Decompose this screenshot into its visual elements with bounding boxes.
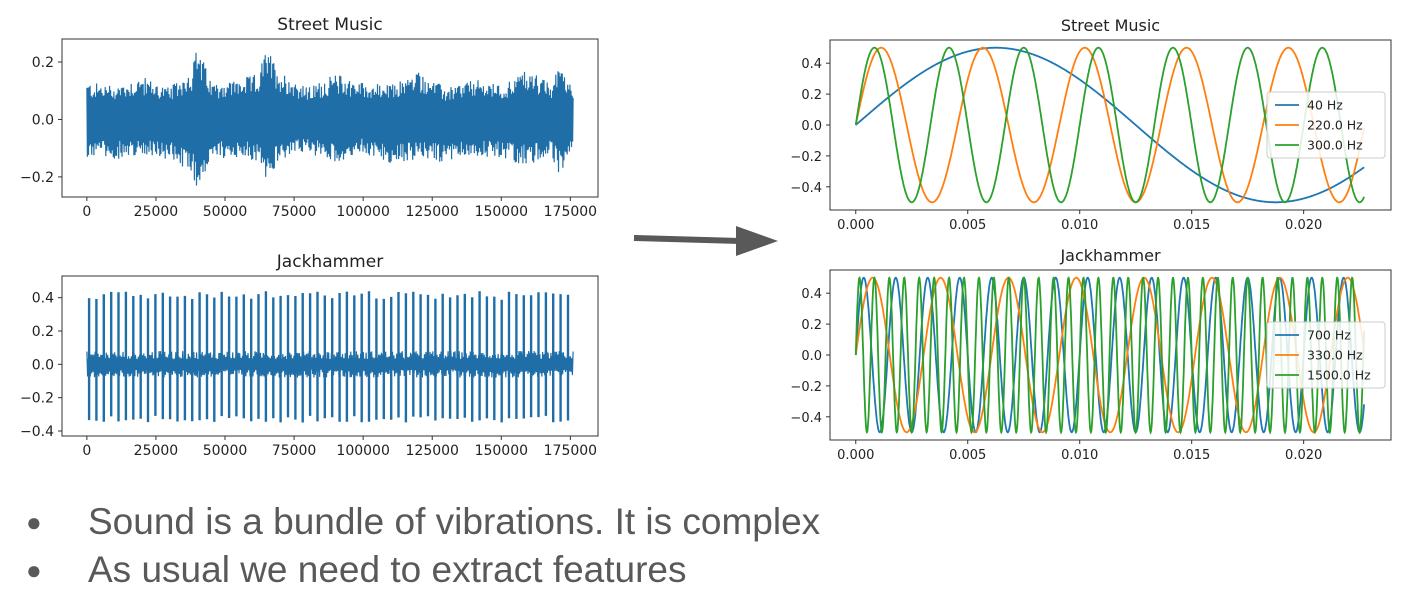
y-tick-label: 0.4 bbox=[32, 291, 54, 307]
x-tick-label: 125000 bbox=[406, 204, 459, 220]
chart-title: Jackhammer bbox=[276, 252, 383, 272]
waveform-noise bbox=[86, 350, 574, 378]
plot-frame bbox=[829, 39, 1392, 211]
chart-jackhammer-frequencies: Jackhammer 0.000 0.005 0.010 0.015 0.020 0.4 0.… bbox=[790, 246, 1392, 463]
x-tick-label: 0.015 bbox=[1173, 448, 1210, 463]
legend: 40 Hz 220.0 Hz 300.0 Hz bbox=[1266, 91, 1386, 159]
y-tick-label: −0.4 bbox=[20, 424, 54, 440]
x-tick-label: 175000 bbox=[544, 443, 597, 459]
y-tick-label: −0.2 bbox=[20, 170, 54, 186]
waveform-line bbox=[86, 52, 574, 186]
x-tick-label: 0.015 bbox=[1173, 218, 1210, 233]
bullet-list: ● Sound is a bundle of vibrations. It is… bbox=[26, 498, 820, 594]
x-tick-label: 0.010 bbox=[1061, 218, 1098, 233]
x-tick-label: 25000 bbox=[134, 443, 179, 459]
series-line bbox=[854, 46, 1365, 204]
y-tick-label: −0.4 bbox=[790, 411, 822, 426]
x-tick-label: 0.020 bbox=[1285, 448, 1322, 463]
figure-canvas: Street Music 0 25000 50000 75000 100000 125000… bbox=[20, 15, 1392, 463]
x-tick-label: 100000 bbox=[336, 443, 389, 459]
y-tick-label: 0.0 bbox=[32, 112, 54, 128]
chart-street-music-waveform: Street Music 0 25000 50000 75000 100000 125000… bbox=[20, 15, 599, 220]
x-tick-label: 50000 bbox=[203, 443, 248, 459]
y-tick-label: 0.4 bbox=[801, 287, 822, 302]
legend-label: 220.0 Hz bbox=[1307, 118, 1363, 133]
x-tick-label: 0 bbox=[82, 443, 91, 459]
x-tick-label: 0.010 bbox=[1061, 448, 1098, 463]
legend-label: 700 Hz bbox=[1307, 328, 1351, 343]
x-tick-label: 50000 bbox=[203, 204, 248, 220]
plot-frame bbox=[61, 38, 599, 198]
series-line bbox=[855, 46, 1365, 204]
x-tick-label: 75000 bbox=[272, 443, 317, 459]
bullet-text: Sound is a bundle of vibrations. It is c… bbox=[88, 501, 821, 542]
right-arrow-icon bbox=[633, 226, 778, 256]
x-tick-label: 175000 bbox=[544, 204, 597, 220]
y-tick-label: −0.2 bbox=[790, 150, 822, 165]
x-tick-label: 100000 bbox=[336, 204, 389, 220]
series-line bbox=[854, 276, 1365, 435]
y-tick-label: 0.4 bbox=[801, 57, 822, 72]
series-line bbox=[854, 46, 1365, 204]
y-tick-label: 0.0 bbox=[801, 119, 822, 134]
y-tick-label: −0.4 bbox=[790, 181, 822, 196]
legend-label: 300.0 Hz bbox=[1307, 138, 1363, 153]
bullet-item: ● As usual we need to extract features bbox=[26, 546, 820, 594]
x-tick-label: 125000 bbox=[406, 443, 459, 459]
legend-label: 1500.0 Hz bbox=[1307, 368, 1371, 383]
y-tick-label: 0.2 bbox=[801, 88, 822, 103]
y-tick-label: −0.2 bbox=[20, 391, 54, 407]
x-tick-label: 75000 bbox=[272, 204, 317, 220]
y-tick-label: 0.2 bbox=[32, 55, 54, 71]
legend-label: 40 Hz bbox=[1307, 98, 1343, 113]
bullet-text: As usual we need to extract features bbox=[88, 549, 687, 590]
y-tick-label: 0.0 bbox=[801, 349, 822, 364]
chart-jackhammer-waveform: Jackhammer 0 25000 50000 75000 100000 125000 15… bbox=[20, 252, 599, 459]
x-tick-label: 0.005 bbox=[949, 218, 986, 233]
x-tick-label: 0 bbox=[82, 204, 91, 220]
y-tick-label: 0.2 bbox=[32, 324, 54, 340]
x-tick-label: 0.020 bbox=[1285, 218, 1322, 233]
legend-box bbox=[1266, 91, 1386, 159]
chart-street-music-frequencies: Street Music 0.000 0.005 0.010 0.015 0.020 0.4… bbox=[790, 16, 1392, 233]
x-tick-label: 150000 bbox=[475, 443, 528, 459]
bullet-dot-icon: ● bbox=[26, 555, 42, 585]
chart-title: Street Music bbox=[1061, 16, 1160, 35]
x-tick-label: 0.000 bbox=[837, 218, 874, 233]
x-tick-label: 25000 bbox=[134, 204, 179, 220]
bullet-item: ● Sound is a bundle of vibrations. It is… bbox=[26, 498, 820, 546]
chart-title: Jackhammer bbox=[1059, 246, 1161, 265]
y-tick-label: 0.2 bbox=[801, 318, 822, 333]
x-tick-label: 0.005 bbox=[949, 448, 986, 463]
chart-title: Street Music bbox=[277, 15, 382, 35]
y-tick-label: 0.0 bbox=[32, 357, 54, 373]
legend: 700 Hz 330.0 Hz 1500.0 Hz bbox=[1266, 321, 1386, 389]
legend-box bbox=[1266, 321, 1386, 389]
plot-frame bbox=[829, 269, 1392, 441]
plot-frame bbox=[61, 275, 599, 437]
legend-label: 330.0 Hz bbox=[1307, 348, 1363, 363]
x-tick-label: 150000 bbox=[475, 204, 528, 220]
series-line bbox=[854, 276, 1365, 434]
y-tick-label: −0.2 bbox=[790, 380, 822, 395]
x-tick-label: 0.000 bbox=[837, 448, 874, 463]
bullet-dot-icon: ● bbox=[26, 507, 42, 537]
